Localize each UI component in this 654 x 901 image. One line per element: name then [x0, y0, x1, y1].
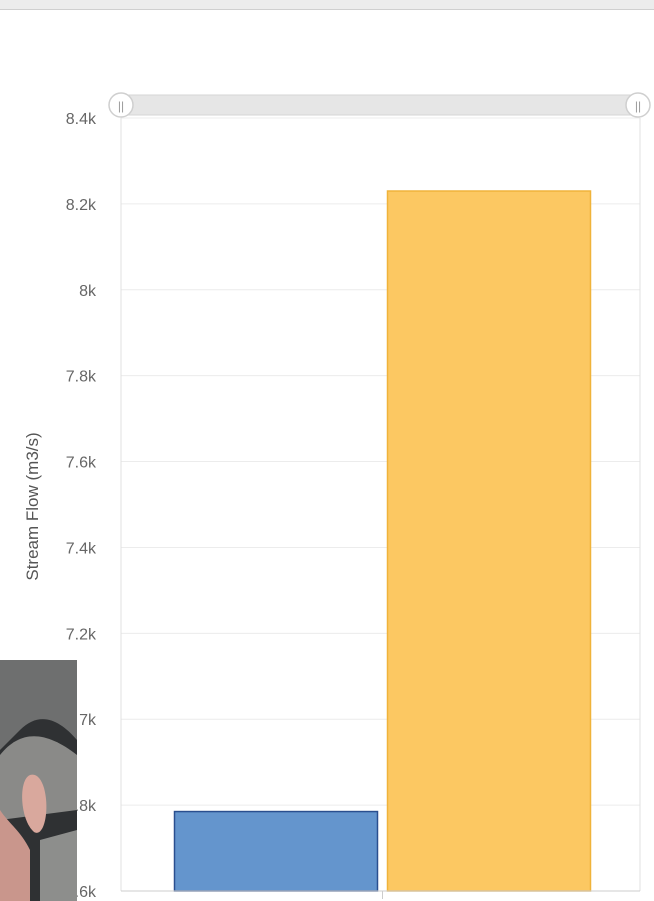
window-top-bar	[0, 0, 654, 10]
range-slider[interactable]: || ||	[108, 92, 651, 118]
overlapping-photo-thumbnail	[0, 660, 77, 901]
bar-1[interactable]	[173, 810, 379, 892]
y-axis-label: Stream Flow (m3/s)	[23, 432, 42, 580]
range-slider-left-handle[interactable]: ||	[108, 92, 134, 118]
bar-2[interactable]	[386, 190, 592, 892]
y-tick-label: 7.2k	[66, 626, 97, 643]
y-tick-label: 8k	[79, 283, 97, 300]
y-tick-label: 7.6k	[66, 455, 97, 472]
y-tick-label: 7.4k	[66, 540, 97, 557]
y-tick-label: 8.4k	[66, 111, 97, 128]
grip-icon: ||	[118, 99, 124, 113]
grip-icon: ||	[635, 99, 641, 113]
range-slider-right-handle[interactable]: ||	[625, 92, 651, 118]
y-tick-label: 8.2k	[66, 197, 97, 214]
range-slider-track[interactable]	[120, 94, 639, 116]
y-tick-label: 7.8k	[66, 369, 97, 386]
bars	[173, 190, 592, 892]
y-tick-label: 7k	[79, 712, 97, 729]
